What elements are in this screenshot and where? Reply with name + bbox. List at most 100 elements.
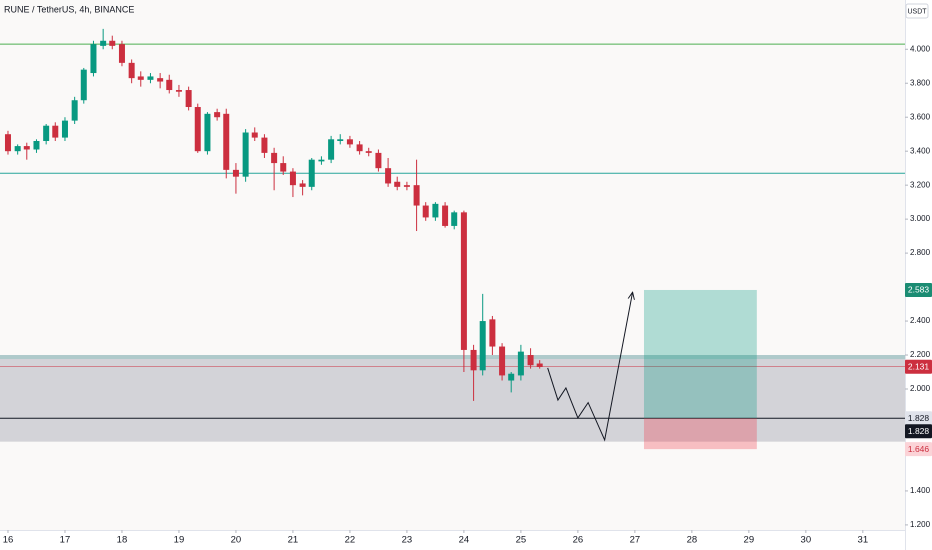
x-tick-label: 17 <box>60 535 71 546</box>
candle-body <box>137 76 144 80</box>
x-tick-label: 19 <box>174 535 185 546</box>
x-tick-label: 28 <box>687 535 698 546</box>
candle-body <box>442 205 449 226</box>
candle-body <box>489 319 496 347</box>
candle-body <box>479 321 486 371</box>
chart-title: RUNE / TetherUS, 4h, BINANCE <box>4 4 134 14</box>
candle-body <box>517 351 524 376</box>
candle-body <box>346 139 353 145</box>
candle-body <box>223 113 230 170</box>
x-tick-label: 21 <box>288 535 299 546</box>
candle-body <box>52 125 59 138</box>
target-label-bg <box>905 282 932 297</box>
candle-body <box>337 139 344 141</box>
x-tick-label: 29 <box>744 535 755 546</box>
candle-body <box>271 152 278 164</box>
y-tick-label: 3.200 <box>910 180 931 189</box>
entry-label-bg <box>905 424 932 439</box>
x-tick-label: 24 <box>459 535 470 546</box>
y-tick-label: 1.400 <box>910 486 931 495</box>
candle-body <box>185 90 192 108</box>
x-tick-label: 26 <box>573 535 584 546</box>
entry-label: 1.828 <box>908 426 930 436</box>
y-tick-label: 3.800 <box>910 78 931 87</box>
x-tick-label: 31 <box>858 535 869 546</box>
stop-label-bg <box>905 442 932 457</box>
candle-body <box>385 168 392 184</box>
candle-body <box>365 151 372 153</box>
candle-body <box>194 107 201 152</box>
candle-body <box>413 185 420 206</box>
candle-body <box>536 363 543 367</box>
support-zone-edge <box>0 355 905 360</box>
candle-body <box>90 44 97 74</box>
candle-body <box>403 185 410 187</box>
candle-body <box>100 40 107 46</box>
candle-body <box>308 159 315 187</box>
x-tick-label: 16 <box>3 535 14 546</box>
target-label: 2.583 <box>908 285 930 295</box>
y-tick-label: 2.200 <box>910 350 931 359</box>
level-label: 1.828 <box>908 413 930 423</box>
candle-body <box>299 183 306 187</box>
candle-body <box>289 171 296 186</box>
candle-body <box>470 349 477 371</box>
candle-body <box>23 146 30 150</box>
projection-path <box>547 292 633 442</box>
candle-body <box>328 139 335 160</box>
target-zone <box>643 289 757 419</box>
candle-body <box>147 76 154 80</box>
x-tick-label: 22 <box>345 535 356 546</box>
y-tick-label: 3.400 <box>910 146 931 155</box>
level-label-bg <box>905 411 932 426</box>
support-zone <box>0 355 905 442</box>
candle-body <box>356 144 363 152</box>
candle-body <box>157 78 164 82</box>
currency-box[interactable] <box>905 3 929 19</box>
currency[interactable]: USDT <box>907 8 927 15</box>
candle-body <box>128 62 135 79</box>
last-price-label: 2.131 <box>908 362 930 372</box>
candle-body <box>33 140 40 150</box>
plot-background <box>0 0 905 530</box>
last-price-label-bg <box>905 359 932 374</box>
candle-body <box>242 132 249 177</box>
candle-body <box>375 152 382 169</box>
candle-body <box>118 44 125 63</box>
candle-body <box>214 112 221 118</box>
candle-body <box>232 169 239 177</box>
y-tick-label: 2.400 <box>910 316 931 325</box>
y-tick-label: 3.600 <box>910 112 931 121</box>
candle-body <box>251 132 258 138</box>
x-tick-label: 27 <box>630 535 641 546</box>
candle-body <box>166 79 173 91</box>
candle-body <box>422 205 429 218</box>
candle-body <box>4 134 11 152</box>
candle-body <box>261 137 268 153</box>
candle-body <box>109 40 116 46</box>
candle-body <box>80 69 87 101</box>
candle-body <box>499 346 506 376</box>
candle-body <box>318 159 325 162</box>
candle-body <box>14 146 21 152</box>
stop-label: 1.646 <box>908 444 930 454</box>
candle-body <box>43 125 50 141</box>
stop-zone <box>643 418 757 450</box>
y-tick-label: 3.000 <box>910 214 931 223</box>
x-tick-label: 23 <box>402 535 413 546</box>
x-tick-label: 25 <box>516 535 527 546</box>
x-tick-label: 30 <box>801 535 812 546</box>
candle-body <box>508 373 515 381</box>
y-tick-label: 4.000 <box>910 44 931 53</box>
candle-body <box>175 90 182 92</box>
candle-body <box>71 100 78 121</box>
x-tick-label: 18 <box>117 535 128 546</box>
candle-body <box>451 212 458 226</box>
candle-body <box>394 181 401 187</box>
candle-body <box>61 120 68 138</box>
y-tick-label: 2.800 <box>910 248 931 257</box>
y-tick-label: 2.000 <box>910 384 931 393</box>
candle-body <box>280 163 287 172</box>
y-tick-label: 1.200 <box>910 520 931 529</box>
candle-body <box>527 355 534 366</box>
